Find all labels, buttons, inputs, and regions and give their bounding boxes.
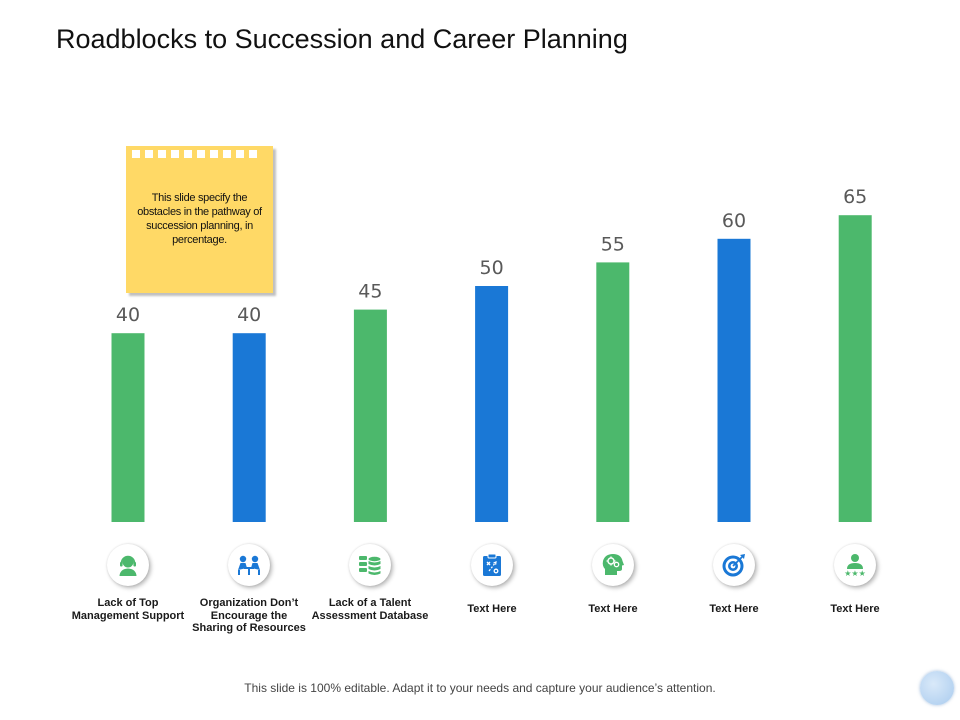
note-text: This slide specify the obstacles in the … — [137, 192, 262, 246]
bar-chart: 40 40 45 50 55 60 65 — [111, 186, 872, 523]
bar-value-label: 45 — [358, 281, 382, 303]
bar-value-label: 40 — [116, 304, 140, 326]
bar-6 — [717, 238, 751, 523]
database-icon — [349, 544, 391, 586]
star-employee-icon: ★★★ — [834, 544, 876, 586]
nav-button[interactable] — [920, 671, 954, 705]
footer-text: This slide is 100% editable. Adapt it to… — [244, 681, 716, 695]
page-title: Roadblocks to Succession and Career Plan… — [56, 24, 628, 54]
bar-4 — [475, 286, 509, 522]
note-perforation — [132, 150, 257, 158]
bar-1 — [111, 333, 145, 522]
bar-value-label: 60 — [722, 210, 746, 232]
clipboard-strategy-icon — [471, 544, 513, 586]
bar-7 — [838, 215, 872, 522]
category-item: Organization Don’t Encourage the Sharing… — [189, 544, 309, 635]
team-meeting-icon — [228, 544, 270, 586]
bar-value-label: 50 — [480, 257, 504, 279]
category-item: Lack of a Talent Assessment Database — [310, 544, 430, 622]
brain-gears-icon — [592, 544, 634, 586]
bar-value-label: 65 — [843, 186, 867, 208]
category-label: Lack of Top Management Support — [71, 597, 185, 622]
svg-text:★★★: ★★★ — [844, 569, 866, 577]
bar-5 — [596, 262, 630, 522]
category-label: Text Here — [467, 603, 517, 615]
target-icon — [713, 544, 755, 586]
bar-3 — [353, 309, 387, 522]
bar-value-label: 40 — [237, 304, 261, 326]
category-item: Text Here — [674, 544, 794, 616]
bar-2 — [232, 333, 266, 522]
category-item: Text Here — [432, 544, 552, 616]
category-item: Lack of Top Management Support — [68, 544, 188, 622]
support-agent-icon — [107, 544, 149, 586]
category-label: Lack of a Talent Assessment Database — [311, 597, 429, 622]
category-item: Text Here — [553, 544, 673, 616]
category-label: Text Here — [709, 603, 759, 615]
category-label: Text Here — [588, 603, 638, 615]
category-label: Organization Don’t Encourage the Sharing… — [192, 597, 306, 634]
bar-value-label: 55 — [601, 233, 625, 255]
sticky-note: This slide specify the obstacles in the … — [126, 146, 273, 293]
category-label: Text Here — [830, 603, 880, 615]
category-item: ★★★ Text Here — [795, 544, 915, 616]
